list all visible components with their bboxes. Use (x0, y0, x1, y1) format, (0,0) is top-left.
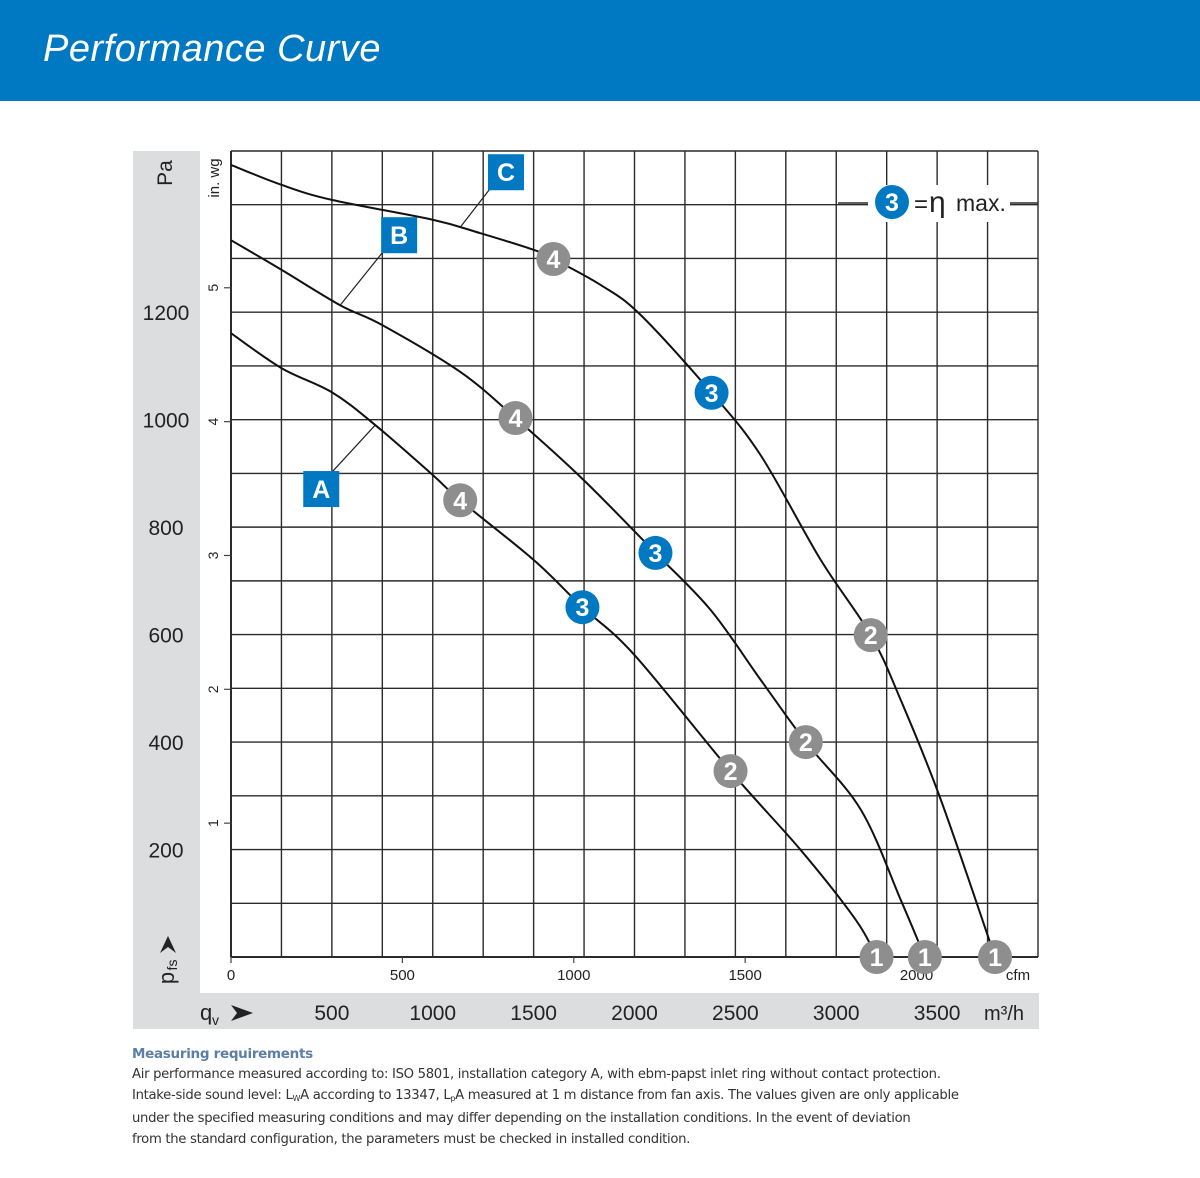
operating-point-label: 2 (724, 758, 738, 786)
leader-line (328, 424, 376, 476)
y-secondary-tick-label: 5 (205, 284, 221, 292)
operating-point-marker (907, 940, 942, 974)
curve-a: A 4 3 2 1 (230, 332, 894, 974)
page-title: Performance Curve (43, 28, 381, 70)
x-secondary-tick-label: 0 (227, 967, 235, 984)
x-secondary-tick-label: 1000 (557, 967, 590, 984)
x-unit-label: m³/h (984, 1003, 1024, 1025)
curve-label-box (487, 154, 524, 191)
x-axis-arrow-icon (231, 1005, 253, 1021)
legend-max-text: max. (956, 190, 1006, 216)
curve-label-box (303, 471, 340, 508)
y-tick-label: 200 (148, 840, 183, 863)
operating-point-label: 2 (864, 622, 878, 650)
subscript-p: p (450, 1093, 456, 1103)
x-secondary-tick-label: 1500 (728, 967, 761, 984)
y-secondary-tick-label: 2 (205, 685, 221, 693)
x-tick-label: 3500 (914, 1002, 961, 1025)
x-secondary-unit-label: cfm (1006, 967, 1030, 984)
operating-point-label: 1 (918, 944, 932, 972)
operating-point-label: 3 (705, 380, 719, 408)
operating-point-label: 4 (509, 405, 523, 433)
curve-label-box (381, 217, 418, 254)
operating-point-marker (498, 401, 533, 436)
operating-point-label: 2 (799, 729, 813, 757)
notes-line-3: under the specified measuring conditions… (132, 1111, 911, 1127)
operating-point-label: 1 (988, 944, 1002, 972)
operating-point-marker (713, 754, 748, 789)
x-tick-label: 3000 (813, 1002, 860, 1025)
legend-marker-label: 3 (885, 189, 899, 217)
header-bar: Performance Curve (0, 0, 1200, 101)
curve-label-c: C (497, 159, 515, 187)
operating-point-marker (694, 375, 729, 410)
y-axis-label: p (154, 972, 179, 984)
x-axis-label: q (200, 1000, 212, 1025)
y-tick-label: 600 (148, 625, 183, 648)
legend-marker (875, 185, 909, 219)
leader-line (460, 185, 493, 227)
notes-text: A measured at 1 m distance from fan axis… (455, 1087, 959, 1103)
curve-line-a (230, 332, 878, 958)
x-secondary-tick-label: 500 (390, 967, 415, 984)
notes-line-4: from the standard configuration, the par… (132, 1132, 691, 1148)
operating-point-marker (443, 483, 478, 518)
x-tick-label: 1500 (510, 1002, 557, 1025)
y-secondary-unit-label: in. wg (206, 158, 223, 197)
notes-text: A according to 13347, L (300, 1087, 451, 1103)
y-secondary-tick-label: 1 (205, 819, 221, 827)
legend-equals: = (914, 191, 928, 218)
x-tick-label: 2000 (611, 1002, 658, 1025)
operating-point-marker (788, 725, 823, 760)
subscript-w: W (292, 1093, 301, 1103)
axes: 200 400 600 800 1000 1200 Pa in. wg 1 2 3 4 5 pfs 0 500… (143, 158, 1030, 1028)
operating-point-marker (638, 535, 673, 570)
curves: A 4 3 2 1 B 4 3 2 1 C 4 3 2 1 (230, 154, 1013, 974)
curve-label-b: B (390, 222, 408, 250)
plot-area (200, 151, 1039, 993)
operating-point-marker (859, 940, 894, 974)
y-axis-label-subscript: fs (164, 960, 180, 971)
notes-title: Measuring requirements (132, 1046, 313, 1062)
curve-label-a: A (312, 476, 330, 504)
curve-b: B 4 3 2 1 (230, 217, 942, 974)
notes-text: Intake-side sound level: L (132, 1087, 293, 1103)
y-secondary-tick-label: 4 (205, 418, 221, 426)
y-tick-label: 400 (148, 732, 183, 755)
x-tick-label: 2500 (712, 1002, 759, 1025)
grid (230, 150, 1039, 958)
y-axis-band (133, 151, 200, 1029)
operating-point-label: 4 (453, 487, 467, 515)
curve-c: C 4 3 2 1 (230, 154, 1013, 974)
operating-point-label: 4 (546, 246, 560, 274)
y-unit-label: Pa (154, 160, 177, 186)
operating-point-marker (853, 618, 888, 653)
operating-point-label: 1 (870, 944, 884, 972)
measuring-requirements: Measuring requirements Air performance m… (132, 1044, 1032, 1151)
x-tick-label: 1000 (409, 1002, 456, 1025)
legend: 3 = η max. (838, 185, 1038, 219)
operating-point-marker (978, 940, 1013, 974)
operating-point-marker (565, 590, 600, 625)
x-axis-band (133, 993, 1039, 1029)
y-tick-label: 1200 (143, 302, 190, 325)
y-tick-label: 1000 (143, 410, 190, 433)
legend-eta-symbol: η (929, 186, 946, 219)
x-axis-label-subscript: v (212, 1012, 219, 1028)
leader-line (339, 248, 386, 306)
operating-point-label: 3 (649, 540, 663, 568)
y-secondary-tick-label: 3 (205, 551, 221, 559)
operating-point-label: 3 (575, 594, 589, 622)
operating-point-marker (536, 242, 571, 277)
x-tick-label: 500 (314, 1002, 349, 1025)
notes-line-1: Air performance measured according to: I… (132, 1066, 941, 1082)
curve-line-c (230, 164, 996, 958)
notes-line-2: Intake-side sound level: LWA according t… (132, 1086, 1032, 1110)
y-axis-arrow-icon (160, 936, 176, 953)
curve-line-b (230, 239, 926, 958)
y-tick-label: 800 (148, 517, 183, 540)
